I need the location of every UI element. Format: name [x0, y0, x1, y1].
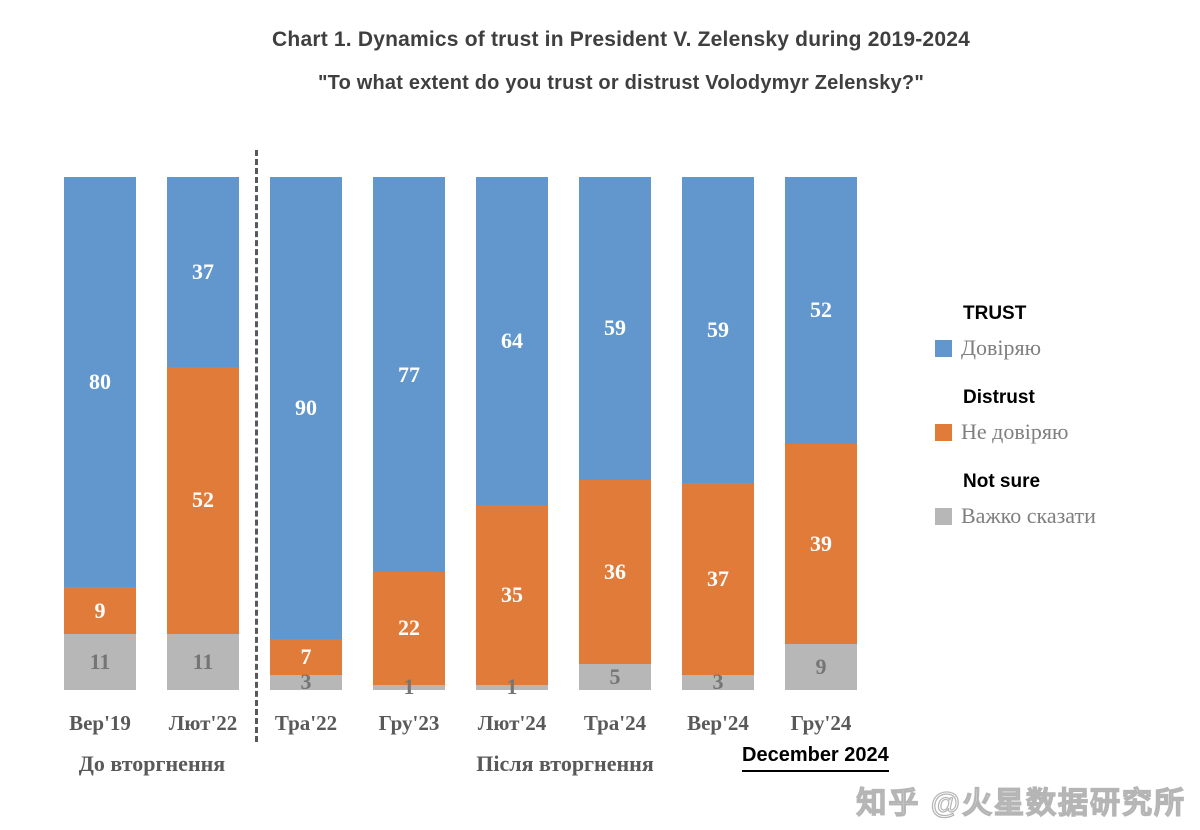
bar-segment-not-sure: 9: [785, 643, 857, 690]
bar-segment-trust: 90: [270, 177, 342, 639]
x-axis-label: Вер'24: [687, 711, 749, 735]
group-label-after-invasion: Після вторгнення: [476, 751, 654, 776]
bar-segment-distrust: 39: [785, 443, 857, 644]
legend-title-distrust: Distrust: [963, 387, 1035, 408]
x-axis-label: Лют'24: [477, 711, 547, 735]
divider-line: [255, 150, 258, 742]
bar-column: 77 22 1 Гру'23: [373, 177, 445, 735]
bar-segment-trust: 64: [476, 177, 548, 506]
bar-segment-trust: 59: [682, 177, 754, 483]
bar-column: 37 52 11 Лют'22: [167, 177, 239, 735]
distrust-color-swatch: [935, 423, 952, 441]
value-label: 59: [707, 316, 729, 342]
legend-row-not-sure: Важко сказати: [935, 503, 1096, 529]
x-axis-label: Тра'24: [583, 711, 647, 735]
value-label: 22: [398, 615, 420, 641]
legend-group-trust: TRUST Довіряю: [935, 303, 1096, 361]
legend-label-not-sure: Важко сказати: [961, 503, 1096, 528]
legend-label-distrust: Не довіряю: [961, 419, 1069, 444]
value-label: 80: [89, 369, 111, 395]
x-axis-label: Тра'22: [274, 711, 338, 735]
legend-row-trust: Довіряю: [935, 335, 1096, 361]
bar-segment-not-sure: 1: [476, 676, 548, 698]
date-label: December 2024: [742, 744, 889, 772]
bar-segment-distrust: 7: [270, 638, 342, 675]
value-label: 3: [300, 669, 312, 695]
legend-title-trust: TRUST: [963, 303, 1027, 324]
bar-column: 64 35 1 Лют'24: [476, 177, 548, 735]
value-label: 77: [398, 361, 420, 387]
bar-column: 59 37 3 Вер'24: [682, 177, 754, 735]
legend-group-not-sure: Not sure Важко сказати: [935, 471, 1096, 529]
bar-segment-not-sure: 3: [270, 671, 342, 693]
value-label: 5: [609, 664, 621, 690]
x-axis-label: Гру'23: [378, 711, 440, 735]
value-label: 39: [810, 530, 832, 556]
bar-segment-not-sure: 11: [64, 633, 136, 690]
value-label: 37: [192, 258, 214, 284]
page-title: Chart 1. Dynamics of trust in President …: [272, 28, 970, 51]
x-axis-label: Вер'19: [69, 711, 131, 735]
bar-segment-distrust: 35: [476, 505, 548, 685]
value-label: 90: [295, 394, 317, 420]
bar-segment-distrust: 36: [579, 479, 651, 665]
bar-segment-not-sure: 5: [579, 664, 651, 690]
bar-segment-not-sure: 1: [373, 676, 445, 698]
value-label: 11: [192, 648, 214, 674]
bar-segment-trust: 37: [167, 177, 239, 367]
bars-area: 80 9 11 Вер'19 37 52 11 Лют'22 90 7 3 Тра'22 77 22 1 Гр…: [64, 176, 857, 735]
legend-title-not-sure: Not sure: [963, 471, 1041, 492]
bar-segment-distrust: 52: [167, 366, 239, 634]
bar-segment-trust: 59: [579, 176, 651, 480]
value-label: 1: [403, 674, 415, 700]
value-label: 11: [89, 648, 111, 674]
value-label: 1: [506, 674, 518, 700]
bar-column: 80 9 11 Вер'19: [64, 177, 136, 735]
value-label: 59: [604, 315, 626, 341]
trust-color-swatch: [935, 339, 952, 357]
value-label: 36: [604, 558, 626, 584]
x-axis-label: Лют'22: [168, 711, 238, 735]
bar-segment-distrust: 9: [64, 587, 136, 634]
page-subtitle: "To what extent do you trust or distrust…: [317, 72, 925, 94]
legend-row-distrust: Не довіряю: [935, 419, 1096, 445]
bar-segment-trust: 80: [64, 177, 136, 588]
value-label: 7: [300, 643, 312, 669]
legend-group-distrust: Distrust Не довіряю: [935, 387, 1096, 445]
bar-column: 52 39 9 Гру'24: [785, 177, 857, 735]
value-label: 37: [707, 565, 729, 591]
value-label: 35: [501, 582, 523, 608]
legend-label-trust: Довіряю: [961, 335, 1042, 360]
value-label: 52: [192, 487, 214, 513]
group-label-before-invasion: До вторгнення: [78, 751, 226, 776]
legend: TRUST Довіряю Distrust Не довіряю Not su…: [935, 303, 1096, 555]
bar-column: 90 7 3 Тра'22: [270, 177, 342, 735]
bar-segment-trust: 77: [373, 177, 445, 573]
watermark: 知乎 @火星数据研究所: [856, 786, 1186, 820]
not-sure-color-swatch: [935, 507, 952, 525]
value-label: 9: [815, 653, 827, 679]
bar-column: 59 36 5 Тра'24: [579, 176, 651, 735]
bar-segment-trust: 52: [785, 177, 857, 444]
value-label: 64: [501, 328, 523, 354]
x-axis-label: Гру'24: [790, 711, 852, 735]
bar-segment-not-sure: 11: [167, 633, 239, 690]
bar-segment-distrust: 22: [373, 572, 445, 685]
bar-segment-distrust: 37: [682, 482, 754, 675]
value-label: 3: [712, 669, 724, 695]
bar-segment-not-sure: 3: [682, 671, 754, 693]
value-label: 9: [94, 597, 106, 623]
value-label: 52: [810, 297, 832, 323]
